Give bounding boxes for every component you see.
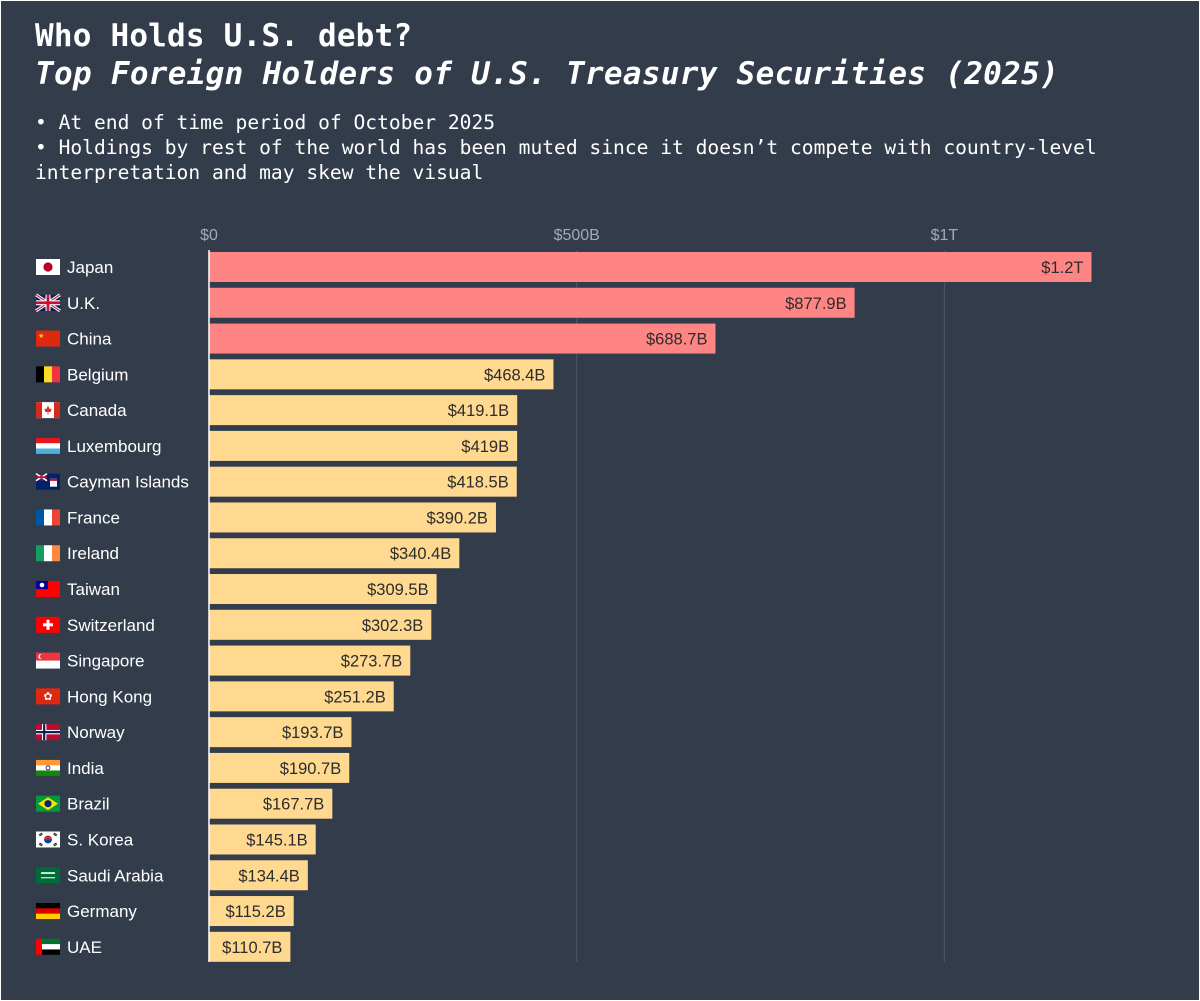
bar-uae — [209, 931, 291, 962]
south-korea-flag-icon — [36, 831, 60, 848]
category-label: France — [67, 508, 120, 527]
belgium-flag-icon — [36, 366, 60, 383]
bar-canada — [209, 395, 518, 426]
category-label: Canada — [67, 401, 127, 420]
x-tick-label: $500B — [554, 227, 600, 244]
bar-singapore — [209, 645, 411, 676]
france-flag-icon — [36, 509, 60, 526]
uk-flag-icon — [35, 293, 61, 313]
switzerland-flag-icon — [36, 616, 60, 633]
brazil-flag-icon — [36, 795, 60, 812]
taiwan-flag-icon — [36, 581, 60, 598]
category-label: India — [67, 759, 104, 778]
luxembourg-flag-icon — [36, 437, 60, 454]
bar-value-label: $309.5B — [367, 581, 428, 599]
cayman-islands-flag-icon — [35, 473, 60, 490]
bar-value-label: $340.4B — [390, 545, 451, 563]
bar-value-label: $877.9B — [785, 295, 846, 313]
chart-title: Who Holds U.S. debt? — [35, 18, 413, 54]
svg-text:★: ★ — [38, 332, 44, 340]
bar-value-label: $134.4B — [238, 867, 299, 885]
category-label: Hong Kong — [67, 687, 152, 706]
category-label: Norway — [67, 723, 125, 742]
x-tick-label: $0 — [200, 227, 218, 244]
bar-hong-kong — [209, 681, 394, 712]
bar-taiwan — [209, 574, 437, 605]
bar-value-label: $418.5B — [447, 474, 508, 492]
india-flag-icon — [36, 759, 60, 776]
saudi-arabia-flag-icon — [36, 867, 60, 884]
bar-japan — [209, 252, 1092, 282]
china-flag-icon: ★ — [36, 330, 60, 347]
bar-value-label: $190.7B — [280, 760, 341, 778]
bar-belgium — [209, 359, 554, 390]
bar-value-label: $468.4B — [484, 366, 545, 384]
bar-value-label: $167.7B — [263, 796, 324, 814]
singapore-flag-icon — [36, 652, 60, 669]
norway-flag-icon — [36, 724, 60, 741]
category-label: Saudi Arabia — [67, 866, 164, 885]
bar-brazil — [209, 788, 333, 819]
category-label: Ireland — [67, 544, 119, 563]
hong-kong-flag-icon: ✿ — [36, 688, 60, 705]
japan-flag-icon — [36, 259, 60, 275]
ireland-flag-icon — [36, 545, 60, 562]
category-label: Taiwan — [67, 580, 120, 599]
category-label: Belgium — [67, 365, 128, 384]
bar-value-label: $419.1B — [448, 402, 509, 420]
bar-value-label: $390.2B — [426, 509, 487, 527]
category-label: Japan — [67, 258, 113, 277]
category-label: China — [67, 330, 112, 349]
bar-value-label: $302.3B — [362, 617, 423, 635]
note-rest-of-world: • Holdings by rest of the world has been… — [35, 136, 1109, 184]
note-time-period: • At end of time period of October 2025 — [35, 111, 496, 134]
bar-cayman-islands — [209, 466, 517, 497]
category-label: Germany — [67, 902, 137, 921]
bar-china — [209, 323, 716, 354]
bar-ireland — [209, 538, 460, 569]
bar-value-label: $688.7B — [646, 331, 707, 349]
category-label: Switzerland — [67, 616, 155, 635]
bar-value-label: $115.2B — [225, 903, 285, 921]
category-label: Cayman Islands — [67, 473, 189, 492]
bar-value-label: $1.2T — [1041, 259, 1083, 277]
bar-value-label: $193.7B — [282, 724, 343, 742]
bar-value-label: $110.7B — [222, 939, 282, 957]
x-tick-label: $1T — [931, 227, 959, 244]
chart-notes: • At end of time period of October 2025 … — [35, 110, 1185, 185]
category-label: U.K. — [67, 294, 100, 313]
category-label: Brazil — [67, 795, 110, 814]
germany-flag-icon — [36, 903, 60, 920]
category-label: Luxembourg — [67, 437, 162, 456]
category-label: Singapore — [67, 652, 145, 671]
bar-switzerland — [209, 609, 432, 640]
uae-flag-icon — [36, 938, 60, 955]
bar-norway — [209, 717, 352, 748]
bar-value-label: $273.7B — [341, 653, 402, 671]
category-label: UAE — [67, 938, 102, 957]
bar-luxembourg — [209, 430, 518, 461]
bar-value-label: $251.2B — [324, 688, 385, 706]
bar-s-korea — [209, 824, 316, 855]
category-label: S. Korea — [67, 830, 134, 849]
bar-value-label: $419B — [461, 438, 509, 456]
svg-text:✿: ✿ — [43, 690, 52, 703]
bar-germany — [209, 896, 294, 927]
bar-france — [209, 502, 496, 533]
chart-subtitle: Top Foreign Holders of U.S. Treasury Sec… — [35, 56, 1060, 92]
bar-u-k- — [209, 287, 855, 318]
bar-saudi-arabia — [209, 860, 308, 891]
bar-india — [209, 752, 350, 783]
canada-flag-icon — [36, 402, 60, 419]
bar-value-label: $145.1B — [246, 831, 307, 849]
